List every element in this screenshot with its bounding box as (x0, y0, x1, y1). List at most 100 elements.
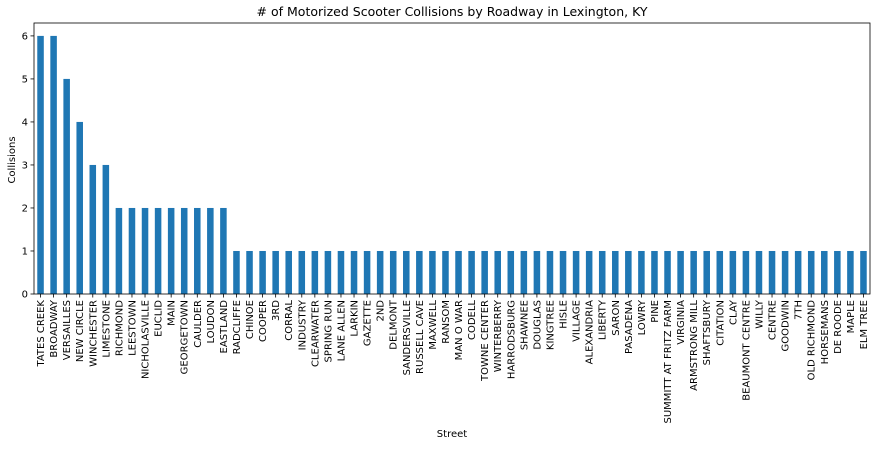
x-tick-label: HARRODSBURG (506, 300, 517, 379)
y-tick-label: 2 (22, 203, 28, 214)
bar (389, 250, 397, 294)
x-tick-label: LIMESTONE (101, 300, 112, 358)
x-tick-label: VERSAILLES (62, 300, 73, 360)
x-tick-label: RANSOM (441, 300, 452, 344)
bar (220, 207, 227, 294)
y-tick-label: 0 (22, 290, 28, 301)
bar (141, 207, 149, 294)
x-tick-label: 3RD (271, 300, 282, 321)
bar (455, 250, 462, 294)
x-tick-label: LARKIN (350, 300, 361, 337)
x-axis-label: Street (437, 429, 467, 440)
x-tick-label: HORSEMANS (820, 300, 831, 364)
bar (821, 250, 828, 294)
bar (781, 250, 789, 294)
bar (115, 207, 123, 294)
bar (128, 207, 136, 294)
x-tick-label: OLD RICHMOND (807, 300, 818, 381)
x-tick-label: SHAWNEE (519, 300, 530, 350)
bar (324, 250, 332, 294)
chart-title: # of Motorized Scooter Collisions by Roa… (257, 4, 648, 19)
bar (755, 250, 763, 294)
x-tick-label: LEESTOWN (127, 300, 138, 356)
bar (429, 250, 436, 294)
x-tick-label: RADCLIFFE (232, 300, 243, 354)
bar (102, 164, 110, 294)
bar (546, 250, 554, 294)
x-tick-label: CITATION (715, 300, 726, 346)
bar (533, 250, 541, 294)
bar (612, 250, 619, 294)
x-tick-label: 7TH (794, 300, 805, 320)
x-tick-label: KINGTREE (545, 300, 556, 350)
y-tick-label: 6 (22, 31, 28, 42)
x-tick-label: BEAUMONT CENTRE (741, 300, 752, 401)
bar (298, 250, 306, 294)
x-tick-label: MAN O WAR (454, 300, 465, 360)
bar (834, 250, 841, 294)
x-tick-label: CODELL (467, 300, 478, 340)
x-tick-label: ALEXANDRIA (585, 300, 596, 365)
bar (37, 35, 44, 295)
y-tick-label: 4 (22, 117, 28, 128)
bar (442, 250, 449, 294)
bar (272, 250, 279, 294)
bar (651, 250, 658, 294)
x-tick-label: SUMMITT AT FRITZ FARM (663, 300, 674, 423)
bar (625, 250, 632, 294)
x-tick-label: PINE (650, 300, 661, 323)
bar (716, 250, 724, 294)
x-tick-label: TATES CREEK (36, 300, 47, 368)
x-tick-label: WINCHESTER (88, 300, 99, 367)
x-tick-label: VILLAGE (572, 300, 583, 342)
bar (638, 250, 645, 294)
bar (363, 250, 371, 294)
bar (729, 250, 737, 294)
x-tick-label: CLEARWATER (310, 300, 321, 367)
x-tick-label: GEORGETOWN (180, 300, 191, 374)
x-tick-label: SHAFTSBURY (702, 299, 713, 365)
x-tick-label: CAULDER (193, 300, 204, 348)
x-tick-label: WINTERBERRY (493, 299, 504, 372)
x-tick-label: RUSSELL CAVE (415, 300, 426, 374)
x-tick-label: EUCLID (154, 300, 165, 337)
x-tick-label: CORRAL (284, 300, 295, 341)
x-tick-label: BROADWAY (49, 299, 60, 357)
bar (50, 35, 57, 295)
x-tick-label: NICHOLASVILLE (141, 300, 152, 379)
bar (559, 250, 567, 294)
x-tick-label: PASADENA (624, 300, 635, 354)
bar (468, 250, 475, 294)
plot-frame (33, 22, 871, 295)
bar (207, 207, 214, 294)
x-tick-label: RICHMOND (114, 300, 125, 356)
x-tick-label: LANE ALLEN (336, 300, 347, 361)
bar (376, 250, 384, 294)
x-tick-label: ELM TREE (859, 300, 870, 349)
bar (664, 250, 671, 294)
y-tick-label: 1 (22, 246, 28, 257)
y-tick-label: 3 (22, 160, 28, 171)
bar (690, 250, 697, 294)
x-tick-label: CENTRE (768, 300, 779, 340)
x-tick-label: SARON (611, 300, 622, 336)
bar (507, 250, 515, 294)
x-tick-label: DE ROODE (833, 300, 844, 354)
bar (598, 250, 606, 294)
x-tick-label: TOWNE CENTER (480, 300, 491, 382)
x-tick-label: 2ND (376, 300, 387, 322)
bar (154, 207, 162, 294)
bar (337, 250, 345, 294)
x-tick-label: DOUGLAS (532, 300, 543, 350)
bar (847, 250, 854, 294)
bar (494, 250, 501, 294)
y-tick-label: 5 (22, 74, 28, 85)
bar (285, 250, 292, 294)
x-tick-label: CHINOE (245, 300, 256, 339)
x-tick-label: INDUSTRY (297, 299, 308, 350)
bar (233, 250, 240, 294)
bar (403, 250, 410, 294)
x-tick-label: MAXWELL (428, 300, 439, 350)
bar (259, 250, 266, 294)
